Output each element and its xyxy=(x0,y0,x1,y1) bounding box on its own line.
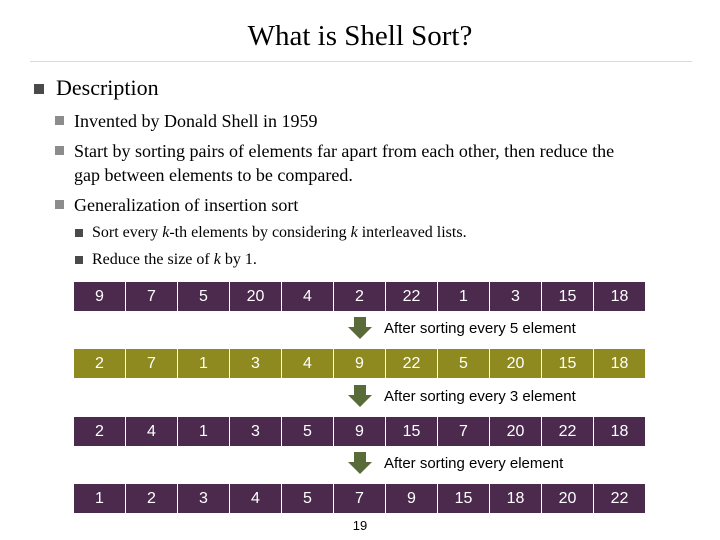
array-cell: 3 xyxy=(178,484,229,513)
array-cell: 5 xyxy=(178,282,229,311)
array-cell: 4 xyxy=(282,349,333,378)
array-cell: 9 xyxy=(386,484,437,513)
sub1-k2: k xyxy=(350,224,358,241)
square-bullet-icon xyxy=(75,256,83,264)
bullet-start-line2: gap between elements to be compared. xyxy=(74,165,353,185)
array-cell: 9 xyxy=(334,417,385,446)
square-bullet-icon xyxy=(55,116,64,125)
array-row-sorted: 1 2 3 4 5 7 9 15 18 20 22 xyxy=(74,484,645,513)
array-cell: 15 xyxy=(438,484,489,513)
array-cell: 1 xyxy=(178,417,229,446)
slide-title: What is Shell Sort? xyxy=(247,20,473,52)
sub1-text-b: -th elements by considering xyxy=(169,224,351,241)
sub2-text-b: by 1. xyxy=(220,251,257,268)
array-cell: 9 xyxy=(334,349,385,378)
sub1-text-c: interleaved lists. xyxy=(357,224,467,241)
square-bullet-icon xyxy=(55,200,64,209)
step-1: After sorting every 5 element xyxy=(348,317,576,339)
sub1-k: k xyxy=(162,224,170,241)
sub2-text-a: Reduce the size of xyxy=(92,251,214,268)
array-row-after-5: 2 7 1 3 4 9 22 5 20 15 18 xyxy=(74,349,645,378)
array-cell: 2 xyxy=(126,484,177,513)
bullet-invented: Invented by Donald Shell in 1959 xyxy=(74,111,318,131)
array-cell: 15 xyxy=(542,282,593,311)
array-cell: 20 xyxy=(542,484,593,513)
array-cell: 2 xyxy=(74,417,125,446)
bullet-description: Description xyxy=(56,75,159,100)
square-bullet-icon xyxy=(55,146,64,155)
down-arrow-icon xyxy=(348,452,372,474)
sub-bullet-reduce: Reduce the size of k by 1. xyxy=(92,249,257,271)
step-2: After sorting every 3 element xyxy=(348,385,576,407)
step-label: After sorting every 5 element xyxy=(384,319,576,337)
array-cell: 7 xyxy=(334,484,385,513)
array-cell: 15 xyxy=(542,349,593,378)
array-cell: 22 xyxy=(542,417,593,446)
square-bullet-icon xyxy=(75,229,83,237)
array-cell: 22 xyxy=(386,349,437,378)
array-cell: 15 xyxy=(386,417,437,446)
array-cell: 20 xyxy=(490,349,541,378)
sub1-text-a: Sort every xyxy=(92,224,163,241)
array-cell: 18 xyxy=(490,484,541,513)
array-cell: 1 xyxy=(438,282,489,311)
sub2-k: k xyxy=(213,251,221,268)
sub-bullet-sort-every: Sort every k-th elements by considering … xyxy=(92,222,467,244)
array-cell: 1 xyxy=(178,349,229,378)
title-divider xyxy=(30,61,692,62)
down-arrow-icon xyxy=(348,317,372,339)
array-cell: 4 xyxy=(230,484,281,513)
array-cell: 5 xyxy=(282,484,333,513)
array-cell: 20 xyxy=(230,282,281,311)
array-cell: 22 xyxy=(594,484,645,513)
array-cell: 18 xyxy=(594,282,645,311)
step-3: After sorting every element xyxy=(348,452,563,474)
array-cell: 9 xyxy=(74,282,125,311)
array-cell: 7 xyxy=(438,417,489,446)
bullet-start-line1: Start by sorting pairs of elements far a… xyxy=(74,141,615,161)
page-number: 19 xyxy=(352,518,368,533)
step-label: After sorting every 3 element xyxy=(384,387,576,405)
array-cell: 1 xyxy=(74,484,125,513)
array-cell: 5 xyxy=(282,417,333,446)
array-cell: 3 xyxy=(490,282,541,311)
array-cell: 5 xyxy=(438,349,489,378)
array-cell: 2 xyxy=(334,282,385,311)
array-row-after-3: 2 4 1 3 5 9 15 7 20 22 18 xyxy=(74,417,645,446)
step-label: After sorting every element xyxy=(384,454,564,472)
array-row-initial: 9 7 5 20 4 2 22 1 3 15 18 xyxy=(74,282,645,311)
array-cell: 7 xyxy=(126,349,177,378)
array-cell: 3 xyxy=(230,349,281,378)
square-bullet-icon xyxy=(34,84,44,94)
array-cell: 18 xyxy=(594,417,645,446)
array-cell: 4 xyxy=(282,282,333,311)
array-cell: 22 xyxy=(386,282,437,311)
array-cell: 20 xyxy=(490,417,541,446)
array-cell: 18 xyxy=(594,349,645,378)
bullet-generalization: Generalization of insertion sort xyxy=(74,195,299,215)
array-cell: 7 xyxy=(126,282,177,311)
array-cell: 2 xyxy=(74,349,125,378)
array-cell: 4 xyxy=(126,417,177,446)
down-arrow-icon xyxy=(348,385,372,407)
array-cell: 3 xyxy=(230,417,281,446)
